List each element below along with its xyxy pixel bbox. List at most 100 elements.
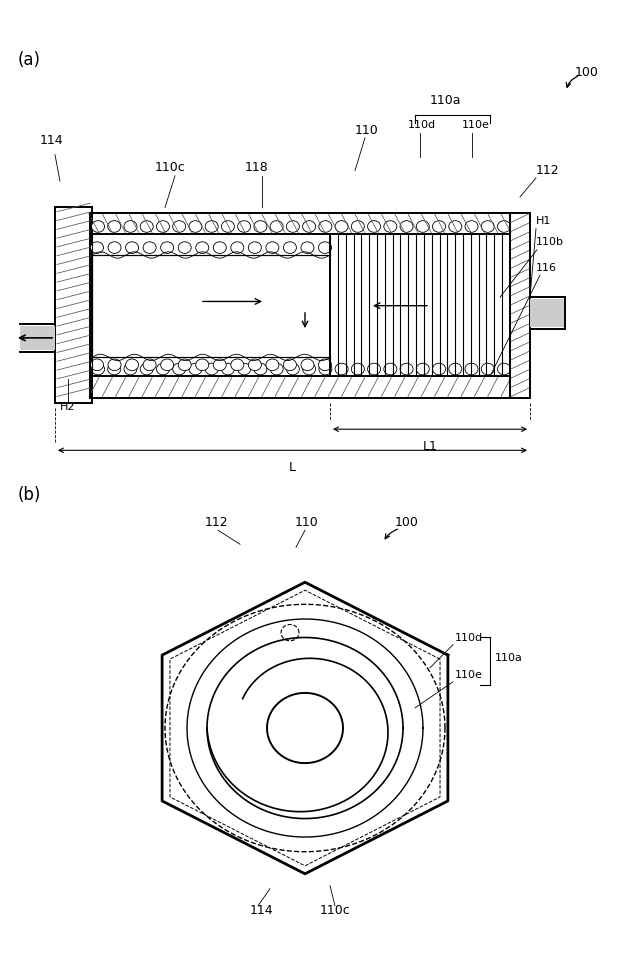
- Text: 110: 110: [355, 123, 379, 137]
- Ellipse shape: [124, 363, 137, 375]
- Ellipse shape: [92, 221, 104, 232]
- Text: 114: 114: [40, 134, 63, 147]
- Ellipse shape: [189, 363, 202, 375]
- Ellipse shape: [124, 221, 137, 232]
- Bar: [20, 326, 55, 350]
- Text: (a): (a): [18, 51, 41, 69]
- Ellipse shape: [367, 221, 381, 232]
- Bar: [55, 207, 92, 403]
- Text: 110d: 110d: [455, 632, 483, 643]
- Ellipse shape: [384, 363, 397, 375]
- Ellipse shape: [173, 221, 186, 232]
- Text: 112: 112: [536, 164, 559, 176]
- Ellipse shape: [481, 221, 494, 232]
- Ellipse shape: [286, 363, 300, 375]
- Ellipse shape: [248, 242, 261, 254]
- Ellipse shape: [433, 363, 445, 375]
- Text: (b): (b): [18, 486, 42, 504]
- Text: 110d: 110d: [408, 120, 436, 130]
- Ellipse shape: [497, 221, 511, 232]
- Ellipse shape: [270, 363, 283, 375]
- Ellipse shape: [254, 221, 267, 232]
- Ellipse shape: [108, 242, 121, 254]
- Ellipse shape: [465, 221, 478, 232]
- Ellipse shape: [433, 221, 445, 232]
- Ellipse shape: [161, 359, 173, 370]
- Ellipse shape: [351, 363, 364, 375]
- Ellipse shape: [213, 242, 227, 254]
- Ellipse shape: [335, 363, 348, 375]
- Text: 112: 112: [205, 516, 228, 529]
- Ellipse shape: [319, 359, 332, 370]
- Ellipse shape: [284, 242, 296, 254]
- Text: 110b: 110b: [536, 237, 564, 248]
- Text: 110: 110: [295, 516, 319, 529]
- Text: H1: H1: [536, 216, 552, 227]
- Ellipse shape: [303, 363, 316, 375]
- Ellipse shape: [196, 242, 209, 254]
- Text: 110e: 110e: [462, 120, 490, 130]
- Ellipse shape: [161, 242, 173, 254]
- Ellipse shape: [449, 363, 462, 375]
- Bar: [530, 300, 565, 327]
- Ellipse shape: [400, 363, 413, 375]
- Ellipse shape: [231, 242, 244, 254]
- Text: 116: 116: [536, 263, 557, 273]
- Ellipse shape: [125, 242, 139, 254]
- Ellipse shape: [335, 221, 348, 232]
- Text: 110c: 110c: [155, 161, 186, 174]
- Ellipse shape: [367, 363, 381, 375]
- Ellipse shape: [143, 242, 156, 254]
- Ellipse shape: [319, 242, 332, 254]
- Ellipse shape: [384, 221, 397, 232]
- Ellipse shape: [248, 359, 261, 370]
- Ellipse shape: [351, 221, 364, 232]
- Ellipse shape: [497, 363, 511, 375]
- Ellipse shape: [156, 221, 170, 232]
- Ellipse shape: [178, 242, 191, 254]
- Ellipse shape: [140, 221, 153, 232]
- Ellipse shape: [108, 363, 121, 375]
- Text: H2: H2: [60, 402, 76, 413]
- Text: 114: 114: [250, 904, 274, 917]
- Ellipse shape: [140, 363, 153, 375]
- Text: 110a: 110a: [430, 94, 461, 107]
- Ellipse shape: [108, 359, 121, 370]
- Ellipse shape: [237, 221, 251, 232]
- Ellipse shape: [205, 221, 218, 232]
- Ellipse shape: [178, 359, 191, 370]
- Ellipse shape: [221, 221, 234, 232]
- Ellipse shape: [303, 221, 316, 232]
- Text: 100: 100: [575, 66, 599, 78]
- Text: L1: L1: [422, 440, 437, 453]
- Ellipse shape: [416, 363, 429, 375]
- Text: 118: 118: [245, 161, 269, 174]
- Ellipse shape: [465, 363, 478, 375]
- Text: L: L: [289, 461, 296, 474]
- Ellipse shape: [205, 363, 218, 375]
- Ellipse shape: [156, 363, 170, 375]
- Ellipse shape: [449, 221, 462, 232]
- Text: 100: 100: [395, 516, 419, 529]
- Ellipse shape: [266, 359, 279, 370]
- Ellipse shape: [481, 363, 494, 375]
- Text: 110a: 110a: [495, 653, 523, 662]
- Ellipse shape: [319, 363, 332, 375]
- Ellipse shape: [270, 221, 283, 232]
- Ellipse shape: [319, 221, 332, 232]
- Ellipse shape: [254, 363, 267, 375]
- Bar: [90, 213, 510, 234]
- Ellipse shape: [284, 359, 296, 370]
- Ellipse shape: [173, 363, 186, 375]
- Text: 110e: 110e: [455, 670, 483, 680]
- Ellipse shape: [400, 221, 413, 232]
- Ellipse shape: [213, 359, 227, 370]
- Text: 110c: 110c: [320, 904, 351, 917]
- Ellipse shape: [416, 221, 429, 232]
- Ellipse shape: [231, 359, 244, 370]
- Ellipse shape: [125, 359, 139, 370]
- Ellipse shape: [92, 363, 104, 375]
- Ellipse shape: [286, 221, 300, 232]
- Ellipse shape: [221, 363, 234, 375]
- Ellipse shape: [301, 242, 314, 254]
